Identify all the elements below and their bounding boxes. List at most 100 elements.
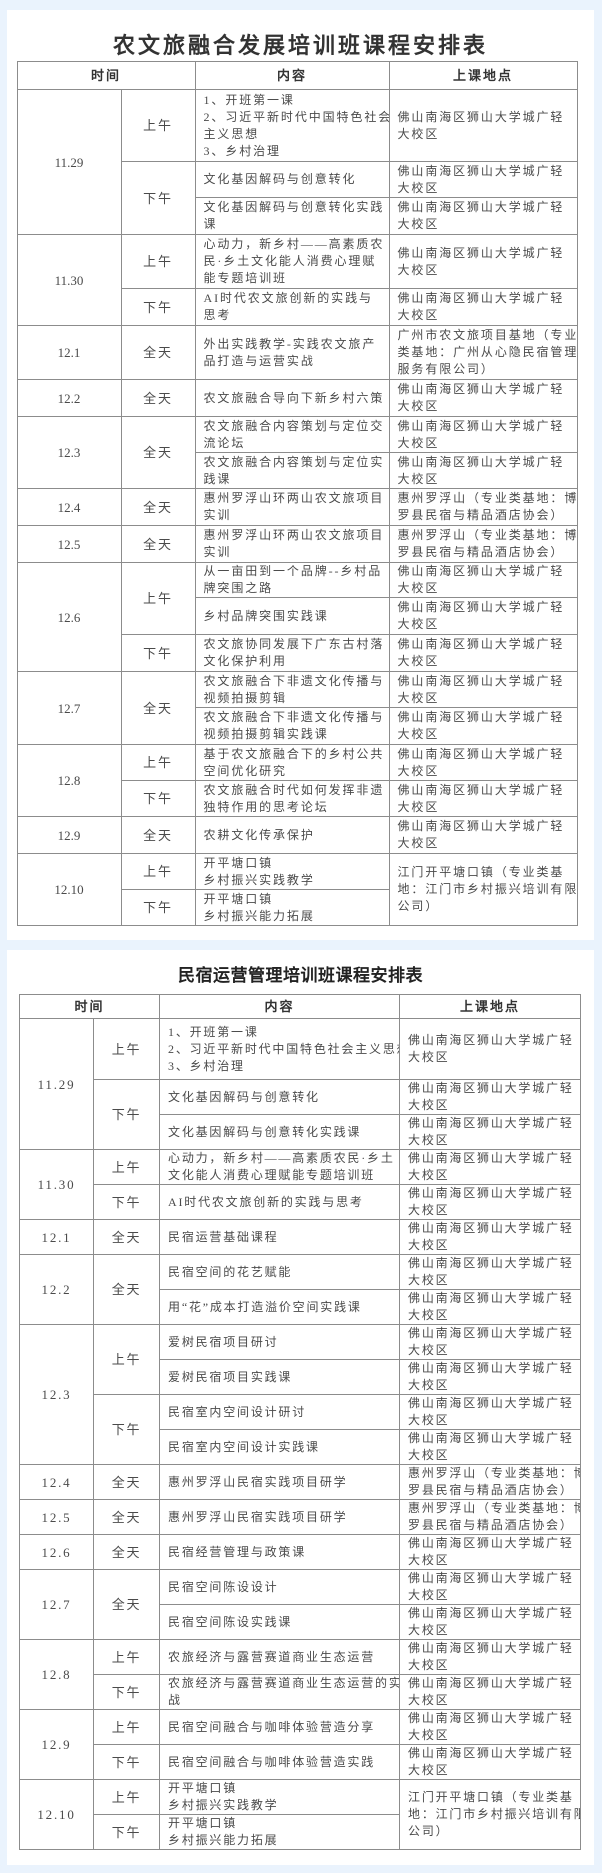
schedule-table: 时间 内容 上课地点 11.29 上午 1、开班第一课 2、习近平新时代中国特色社会… xyxy=(16,61,578,926)
period-cell: 全天 xyxy=(92,1464,161,1500)
period-cell: 上午 xyxy=(92,1324,161,1395)
period-cell: 全天 xyxy=(92,1499,161,1535)
table-row: 11.29 上午 1、开班第一课 2、习近平新时代中国特色社会 主义思想 3、乡村治… xyxy=(16,89,578,235)
period-cell: 全天 xyxy=(92,1534,161,1570)
table-row: 农文旅融合下非遗文化传播与 视频拍摄剪辑实践课 佛山南海区狮山大学城广轻 大校区 xyxy=(17,707,578,745)
content-cell: 民宿室内空间设计研讨 xyxy=(159,1394,401,1430)
date-cell: 12.6 xyxy=(16,562,122,672)
date-cell: 12.4 xyxy=(16,488,122,526)
location-cell: 佛山南海区狮山大学城广轻 大校区 xyxy=(388,562,578,598)
table-row: 下午 农旅经济与露营赛道商业生态运营的实 战佛山南海区狮山大学城广轻 大校区 xyxy=(20,1674,582,1710)
location-cell: 佛山南海区狮山大学城广轻 大校区 xyxy=(399,1604,582,1640)
period-cell: 全天 xyxy=(120,416,196,489)
location-cell: 佛山南海区狮山大学城广轻 大校区 xyxy=(399,1184,582,1220)
content-cell: 农文旅融合下非遗文化传播与 视频拍摄剪辑 xyxy=(194,671,390,708)
location-cell: 佛山南海区狮山大学城广轻 大校区 xyxy=(388,452,578,489)
content-cell: 爱树民宿项目研讨 xyxy=(159,1324,401,1360)
table-row: 11.30 上午 心动力，新乡村——高素质农 民·乡土文化能人消费心理赋 能专题培训… xyxy=(16,234,578,326)
location-cell: 佛山南海区狮山大学城广轻 大校区 xyxy=(399,1149,582,1185)
location-cell: 佛山南海区狮山大学城广轻 大校区 xyxy=(388,89,578,162)
period-cell: 全天 xyxy=(92,1219,161,1255)
content-cell: 惠州罗浮山环两山农文旅项目 实训 xyxy=(194,525,390,563)
period-cell: 下午 xyxy=(120,780,196,817)
period-cell: 全天 xyxy=(120,671,196,745)
table-row: 下午 文化基因解码与创意转化 佛山南海区狮山大学城广轻 大校区 xyxy=(17,161,578,235)
content-cell: 爱树民宿项目实践课 xyxy=(159,1359,401,1395)
content-cell: 民宿经营管理与政策课 xyxy=(159,1534,401,1570)
date-cell: 12.10 xyxy=(19,1779,94,1850)
table-row: 下午 开平塘口镇 乡村振兴能力拓展 xyxy=(17,889,577,926)
location-cell: 佛山南海区狮山大学城广轻 大校区 xyxy=(399,1569,582,1605)
location-cell: 佛山南海区狮山大学城广轻 大校区 xyxy=(388,379,578,417)
table-row: 12.3 上午 爱树民宿项目研讨 佛山南海区狮山大学城广轻 大校区 xyxy=(19,1324,582,1465)
date-cell: 11.29 xyxy=(19,1018,94,1150)
location-cell: 佛山南海区狮山大学城广轻 大校区 xyxy=(399,1674,582,1710)
location-cell: 佛山南海区狮山大学城广轻 大校区 xyxy=(388,416,578,453)
period-cell: 全天 xyxy=(92,1569,161,1640)
location-cell: 佛山南海区狮山大学城广轻 大校区 xyxy=(399,1534,582,1570)
location-cell: 佛山南海区狮山大学城广轻 大校区 xyxy=(399,1289,582,1325)
period-cell: 下午 xyxy=(92,1744,161,1780)
table-row: 11.30 上午 心动力，新乡村——高素质农民·乡土 文化能人消费心理赋能专题培训班… xyxy=(19,1149,582,1220)
location-cell: 佛山南海区狮山大学城广轻 大校区 xyxy=(388,780,578,817)
date-cell: 12.9 xyxy=(19,1709,94,1780)
table-row: 12.5 全天 惠州罗浮山民宿实践项目研学 惠州罗浮山（专业类基地：博 罗县民宿与精品… xyxy=(19,1499,582,1535)
period-cell: 全天 xyxy=(120,325,196,380)
header-content: 内容 xyxy=(194,61,390,90)
content-cell: 民宿运营基础课程 xyxy=(159,1219,401,1255)
location-cell: 惠州罗浮山（专业类基地：博 罗县民宿与精品酒店协会） xyxy=(388,525,578,563)
date-cell: 12.3 xyxy=(16,416,122,489)
content-cell: 文化基因解码与创意转化实践 课 xyxy=(194,197,390,235)
table-row: 下午 AI时代农文旅创新的实践与 思考 佛山南海区狮山大学城广轻 大校区 xyxy=(17,288,578,326)
date-cell: 12.2 xyxy=(16,379,122,417)
location-cell: 佛山南海区狮山大学城广轻 大校区 xyxy=(388,707,578,745)
period-cell: 下午 xyxy=(92,1814,161,1850)
content-cell: 开平塘口镇 乡村振兴能力拓展 xyxy=(194,889,390,926)
content-cell: 惠州罗浮山民宿实践项目研学 xyxy=(159,1499,401,1535)
content-cell: 1、开班第一课 2、习近平新时代中国特色社会主义思想 3、乡村治理 xyxy=(159,1018,401,1080)
period-cell: 上午 xyxy=(120,562,196,635)
date-cell: 12.6 xyxy=(19,1534,94,1570)
content-cell: 文化基因解码与创意转化 xyxy=(159,1079,401,1115)
content-cell: 文化基因解码与创意转化 xyxy=(194,161,390,198)
location-cell: 惠州罗浮山（专业类基地：博 罗县民宿与精品酒店协会） xyxy=(399,1499,582,1535)
content-cell: 惠州罗浮山环两山农文旅项目 实训 xyxy=(194,488,390,526)
period-cell: 下午 xyxy=(120,634,196,672)
date-cell: 11.30 xyxy=(16,234,122,326)
location-cell: 佛山南海区狮山大学城广轻 大校区 xyxy=(399,1079,582,1115)
content-cell: AI时代农文旅创新的实践与 思考 xyxy=(194,288,390,326)
table-row: 农文旅融合内容策划与定位实 践课 佛山南海区狮山大学城广轻 大校区 xyxy=(17,452,578,489)
period-cell: 下午 xyxy=(120,161,196,235)
location-cell: 佛山南海区狮山大学城广轻 大校区 xyxy=(399,1639,582,1675)
content-cell: 民宿空间陈设实践课 xyxy=(159,1604,401,1640)
table-row: 12.9 全天 农耕文化传承保护 佛山南海区狮山大学城广轻 大校区 xyxy=(16,816,578,854)
period-cell: 全天 xyxy=(92,1254,161,1325)
location-cell: 佛山南海区狮山大学城广轻 大校区 xyxy=(388,197,578,235)
period-cell: 全天 xyxy=(120,379,196,417)
table-title: 民宿运营管理培训班课程安排表 xyxy=(178,966,423,985)
table-row: 12.6 全天 民宿经营管理与政策课 佛山南海区狮山大学城广轻 大校区 xyxy=(19,1534,582,1570)
content-cell: 基于农文旅融合下的乡村公共 空间优化研究 xyxy=(194,744,390,781)
location-cell: 佛山南海区狮山大学城广轻 大校区 xyxy=(399,1219,582,1255)
date-cell: 12.5 xyxy=(16,525,122,563)
table-row: 12.8 上午 基于农文旅融合下的乡村公共 空间优化研究 佛山南海区狮山大学城广轻 大… xyxy=(16,744,578,817)
date-cell: 12.1 xyxy=(16,325,122,380)
date-cell: 12.8 xyxy=(16,744,122,817)
date-cell: 12.8 xyxy=(19,1639,94,1710)
location-cell: 惠州罗浮山（专业类基地：博 罗县民宿与精品酒店协会） xyxy=(399,1464,582,1500)
table-row: 文化基因解码与创意转化实践课 佛山南海区狮山大学城广轻 大校区 xyxy=(20,1114,582,1150)
table-row: 12.4 全天 惠州罗浮山环两山农文旅项目 实训 惠州罗浮山（专业类基地：博 罗县民宿… xyxy=(16,488,578,526)
date-cell: 12.5 xyxy=(19,1499,94,1535)
period-cell: 上午 xyxy=(92,1709,161,1745)
location-cell: 广州市农文旅项目基地（专业 类基地：广州从心隐民宿管理 服务有限公司） xyxy=(388,325,578,380)
table-row: 12.10 上午 开平塘口镇 乡村振兴实践教学 江门开平塘口镇（专业类基 地：江门市乡… xyxy=(19,1779,582,1850)
content-cell: 农文旅融合导向下新乡村六策 xyxy=(194,379,390,417)
location-cell: 佛山南海区狮山大学城广轻 大校区 xyxy=(388,634,578,672)
content-cell: 农耕文化传承保护 xyxy=(194,816,390,854)
location-cell: 惠州罗浮山（专业类基地：博 罗县民宿与精品酒店协会） xyxy=(388,488,578,526)
table-row: 12.1 全天 外出实践教学-实践农文旅产 品打造与运营实战 广州市农文旅项目基地（专… xyxy=(16,325,578,380)
period-cell: 全天 xyxy=(120,816,196,854)
period-cell: 下午 xyxy=(92,1079,161,1150)
period-cell: 下午 xyxy=(92,1394,161,1465)
location-cell: 佛山南海区狮山大学城广轻 大校区 xyxy=(399,1324,582,1360)
